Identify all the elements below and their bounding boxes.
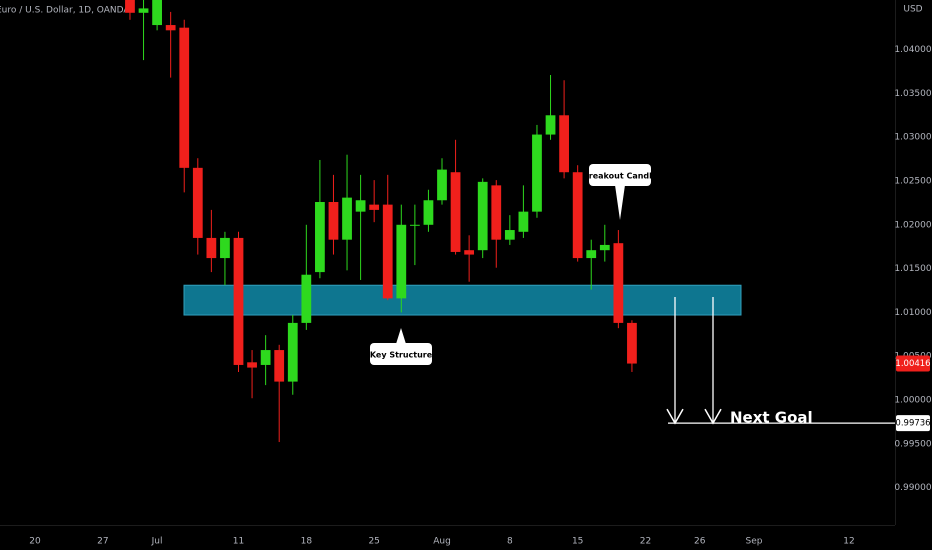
x-tick-label: 8 [507, 537, 513, 547]
last-price-tag [896, 355, 930, 372]
candle-body [396, 224, 407, 299]
candle-body [220, 237, 230, 259]
symbol-title: Euro / U.S. Dollar, 1D, OANDA [0, 6, 130, 16]
candle-body [423, 200, 434, 225]
candle-body [287, 322, 298, 382]
y-tick-label: 1.04000 [894, 45, 931, 55]
candle-body [301, 274, 312, 323]
candle-body [328, 202, 339, 240]
candle-body [532, 134, 542, 212]
candle-body [572, 172, 583, 259]
x-tick-label: Aug [433, 537, 451, 547]
candle-body [138, 8, 149, 13]
y-tick-label: 0.99000 [894, 483, 931, 493]
x-tick-label: 12 [843, 537, 854, 547]
candle-body [206, 237, 217, 259]
candle-body [369, 204, 380, 210]
candle-body [233, 237, 244, 365]
candle-body [477, 181, 488, 251]
candle-body [247, 362, 257, 368]
target-price-label: 0.99736 [895, 419, 930, 429]
y-tick-label: 1.00000 [894, 395, 931, 405]
callout-pointer [396, 328, 406, 344]
callout-box [370, 343, 432, 365]
x-tick-label: 22 [640, 537, 651, 547]
y-tick-label: 0.99500 [894, 439, 931, 449]
y-tick-label: 1.03500 [894, 89, 931, 99]
candle-body [450, 172, 461, 252]
candle-body [518, 211, 529, 232]
y-tick-label: 1.02500 [894, 176, 931, 186]
x-tick-label: 26 [694, 537, 706, 547]
candle-body [260, 350, 271, 365]
candle-body [342, 197, 352, 240]
candle-body [355, 200, 366, 212]
goal-arrow-head [666, 408, 684, 425]
x-tick-label: 25 [368, 537, 379, 547]
y-tick-label: 1.03000 [894, 133, 931, 143]
callout-pointer [615, 185, 625, 220]
y-tick-label: 1.02000 [894, 220, 931, 230]
candle-body [491, 185, 502, 240]
callout: Key Structure [370, 328, 433, 365]
x-tick-label: Sep [746, 537, 763, 547]
candle-body [165, 25, 176, 31]
candle-body [599, 244, 610, 251]
candle-body [179, 27, 190, 168]
candle-body [152, 0, 162, 26]
x-tick-label: 11 [233, 537, 244, 547]
callout-box [589, 164, 651, 186]
candle-body [559, 115, 569, 173]
candle-body [464, 250, 475, 255]
candle-body [274, 350, 285, 382]
callout-text: Breakout Candle [583, 172, 658, 181]
candle-body [545, 115, 556, 135]
candle-body [613, 243, 624, 323]
candle-body [125, 0, 135, 13]
candle-body [586, 250, 597, 259]
candle-body [315, 202, 325, 273]
callout: Breakout Candle [583, 164, 658, 220]
x-tick-label: 20 [29, 537, 41, 547]
currency-label: USD [903, 5, 922, 15]
x-tick-label: 27 [97, 537, 108, 547]
candle-body [192, 167, 203, 238]
x-tick-label: 15 [572, 537, 583, 547]
y-tick-label: 1.01000 [894, 308, 931, 318]
callout-text: Key Structure [370, 351, 433, 360]
y-tick-label: 1.01500 [894, 264, 931, 274]
x-tick-label: Jul [151, 537, 163, 547]
candle-body [504, 230, 515, 240]
candle-body [409, 224, 420, 226]
goal-label: Next Goal [730, 409, 813, 427]
target-price-tag [896, 415, 930, 432]
candle-body [437, 169, 447, 201]
x-tick-label: 18 [301, 537, 313, 547]
last-price-label: 1.00416 [895, 359, 930, 369]
goal-arrow-head [704, 408, 722, 425]
candle-body [627, 322, 637, 364]
key-zone [183, 284, 742, 316]
candle-body [382, 204, 393, 299]
